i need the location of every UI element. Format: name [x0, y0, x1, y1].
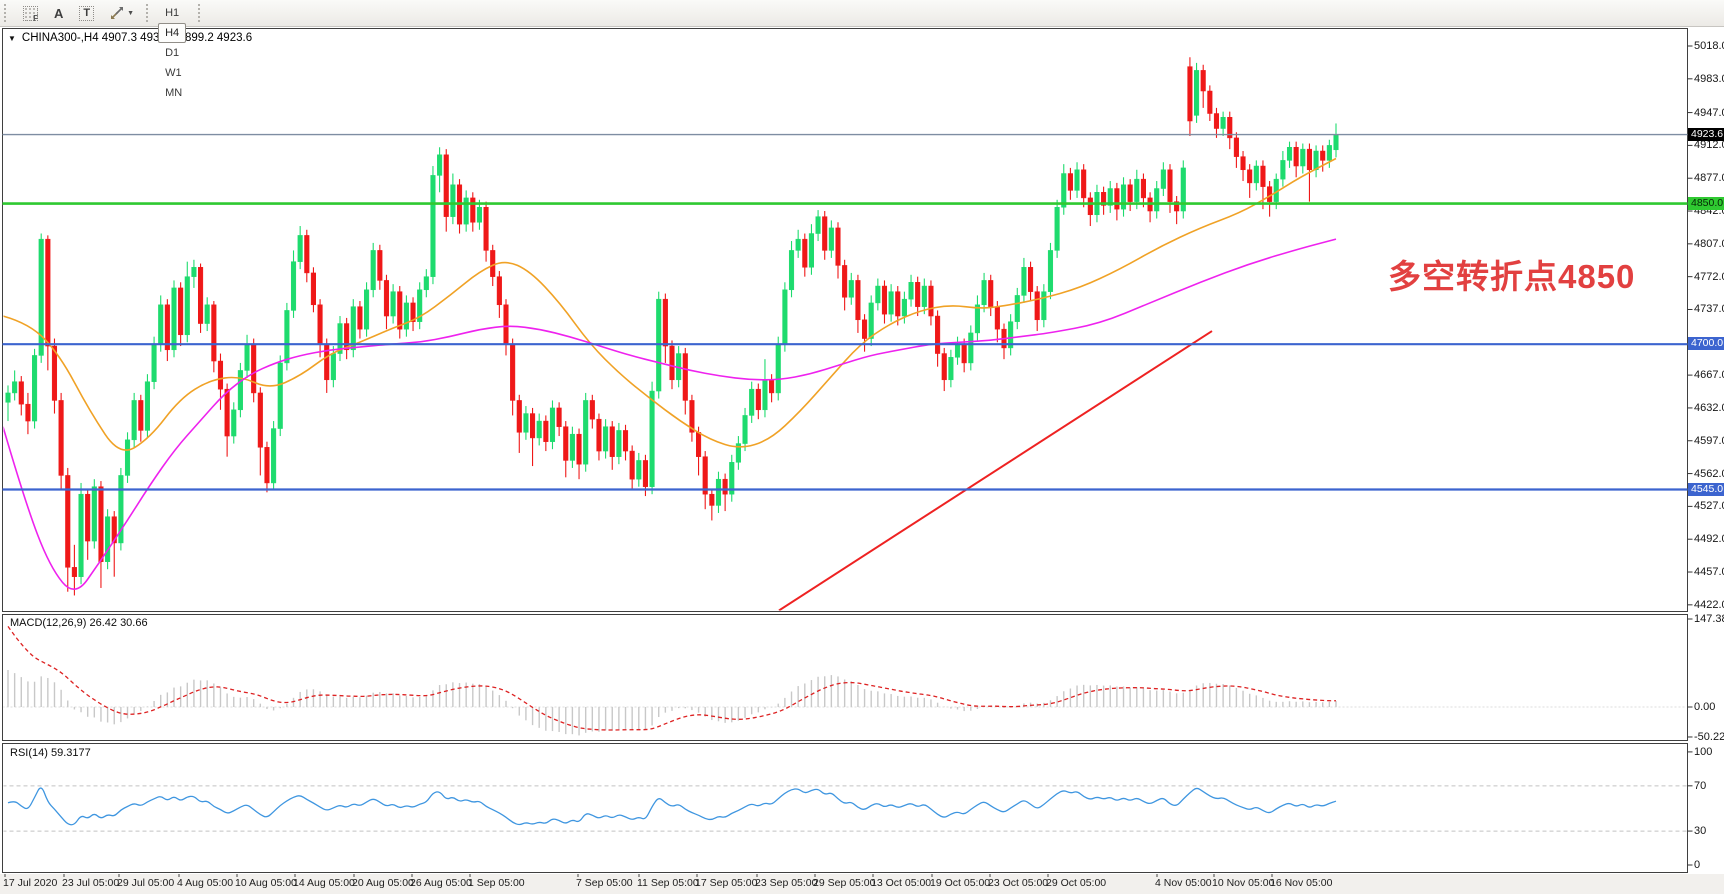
price-tick-label: 4772.0	[1694, 270, 1724, 283]
date-label: 1 Sep 05:00	[468, 877, 525, 889]
timeframe-button-H1[interactable]: H1	[158, 3, 186, 23]
price-tick-label: 4527.0	[1694, 500, 1724, 513]
diagonal-arrows-icon	[111, 6, 124, 19]
rsi-indicator-label: RSI(14) 59.3177	[10, 747, 91, 759]
main-chart-panel	[2, 28, 1688, 612]
macd-panel	[2, 614, 1688, 741]
date-label: 17 Jul 2020	[3, 877, 58, 889]
price-tick-label: 4983.0	[1694, 72, 1724, 85]
price-tick-label: 5018.0	[1694, 40, 1724, 52]
price-tick-label: 4947.0	[1694, 106, 1724, 119]
date-label: 4 Aug 05:00	[177, 877, 234, 889]
date-label: 14 Aug 05:00	[293, 877, 355, 889]
rsi-tick-label: 0	[1694, 859, 1701, 871]
date-label: 23 Oct 05:00	[988, 877, 1049, 889]
ma-fast-line	[3, 157, 1337, 451]
price-badge-4850.0: 4850.0	[1688, 196, 1724, 210]
date-label: 29 Oct 05:00	[1046, 877, 1107, 889]
macd-indicator-label: MACD(12,26,9) 26.42 30.66	[10, 617, 148, 629]
symbol-ohlc-line[interactable]: ▼ CHINA300-,H4 4907.3 4935.4 4899.2 4923…	[8, 32, 252, 44]
rsi-value: 59.3177	[50, 747, 91, 759]
date-label: 16 Nov 05:00	[1270, 877, 1333, 889]
date-label: 29 Sep 05:00	[813, 877, 876, 889]
chart-dropdown-icon[interactable]: ▼	[8, 33, 16, 43]
date-label: 7 Sep 05:00	[576, 877, 633, 889]
date-label: 4 Nov 05:00	[1155, 877, 1212, 889]
rsi-tick-label: 30	[1694, 825, 1707, 838]
grid-f-tool-button[interactable]: F	[16, 3, 45, 23]
dropdown-caret-icon: ▼	[127, 9, 135, 17]
price-tick-label: 4422.0	[1694, 598, 1724, 611]
timeframe-button-H4[interactable]: H4	[158, 23, 187, 43]
toolbar-separator[interactable]	[146, 4, 151, 22]
timeframe-bar: M1M5M15M30H1H4D1W1MN	[157, 0, 194, 103]
rsi-series	[3, 785, 1687, 832]
date-label: 19 Oct 05:00	[930, 877, 991, 889]
macd-tick-label: -50.22	[1694, 730, 1724, 743]
date-axis-strip	[0, 874, 1724, 894]
rsi-tick-label: 100	[1694, 745, 1713, 758]
price-tick-label: 4807.0	[1694, 237, 1724, 250]
date-label: 20 Aug 05:00	[352, 877, 414, 889]
price-tick-label: 4457.0	[1694, 566, 1724, 579]
text-box-icon: T	[79, 5, 95, 21]
text-tool-button[interactable]: T	[72, 3, 101, 23]
price-tick-label: 4877.0	[1694, 172, 1724, 185]
price-tick-label: 4737.0	[1694, 303, 1724, 316]
price-badge-4700.0: 4700.0	[1688, 337, 1724, 351]
price-tick-label: 4912.0	[1694, 139, 1724, 152]
price-tick-label: 4597.0	[1694, 434, 1724, 447]
rsi-panel	[2, 743, 1688, 873]
rsi-tick-label: 70	[1694, 779, 1707, 792]
label-a-tool-button[interactable]: A	[47, 3, 70, 23]
date-label: 17 Sep 05:00	[695, 877, 758, 889]
date-label: 23 Sep 05:00	[755, 877, 818, 889]
date-label: 11 Sep 05:00	[637, 877, 699, 889]
price-tick-label: 4562.0	[1694, 467, 1724, 480]
price-tick-label: 4492.0	[1694, 533, 1724, 546]
price-tick-label: 4667.0	[1694, 369, 1724, 382]
date-label: 13 Oct 05:00	[871, 877, 932, 889]
diagonal-arrows-button[interactable]: ▼	[103, 3, 141, 23]
macd-tick-label: 147.38	[1694, 613, 1724, 625]
timeframe-button-W1[interactable]: W1	[158, 63, 189, 83]
toolbar: F A T ▼ M1M5M15M30H1H4D1W1MN	[0, 0, 1724, 99]
grid-f-icon: F	[23, 5, 38, 23]
price-badge-4545.0: 4545.0	[1688, 482, 1724, 496]
macd-series	[3, 626, 1687, 736]
macd-values: 26.42 30.66	[89, 617, 148, 629]
toolbar-separator-2[interactable]	[198, 4, 203, 22]
trendline[interactable]	[778, 330, 1213, 611]
ma-slow-line	[3, 238, 1337, 590]
letter-a-icon: A	[54, 5, 64, 21]
symbol-ohlc-text: CHINA300-,H4 4907.3 4935.4 4899.2 4923.6	[21, 32, 253, 44]
timeframe-button-D1[interactable]: D1	[158, 43, 186, 63]
macd-tick-label: 0.00	[1694, 701, 1716, 713]
date-label: 29 Jul 05:00	[117, 877, 175, 889]
date-label: 10 Aug 05:00	[235, 877, 297, 889]
price-tick-label: 4632.0	[1694, 401, 1724, 414]
annotation-text[interactable]: 多空转折点4850	[1388, 258, 1636, 295]
candlestick-series	[5, 57, 1339, 596]
date-label: 26 Aug 05:00	[410, 877, 472, 889]
toolbar-drag-handle[interactable]	[4, 4, 9, 22]
date-label: 10 Nov 05:00	[1212, 877, 1275, 889]
timeframe-button-MN[interactable]: MN	[158, 83, 189, 103]
date-label: 23 Jul 05:00	[62, 877, 120, 889]
price-badge-4923.6: 4923.6	[1688, 127, 1724, 141]
